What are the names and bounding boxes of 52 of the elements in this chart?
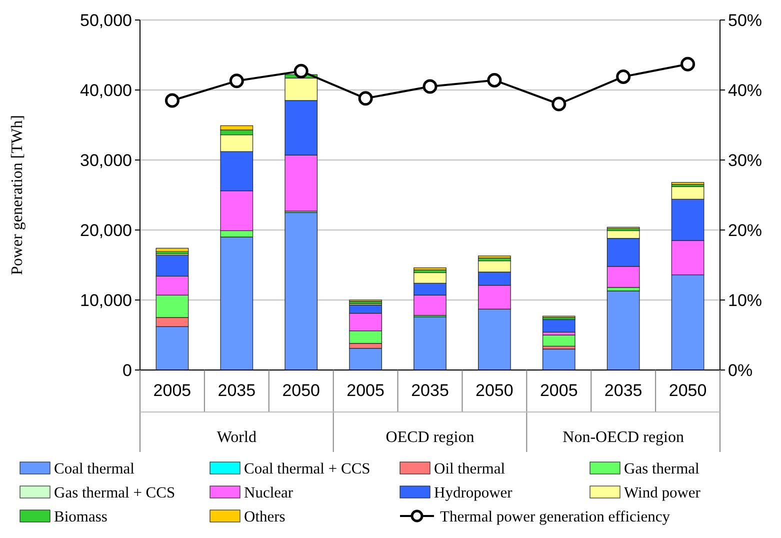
x-tick-label: 2035 [604, 381, 642, 400]
point [422, 79, 438, 94]
text: World [216, 429, 256, 446]
y-tick-label: 40,000 [80, 80, 132, 100]
bar [542, 348, 576, 370]
bar [542, 319, 576, 332]
point [552, 96, 566, 112]
legend-label: Coal thermal + CCS [244, 460, 370, 478]
legend-label: Coal thermal [54, 460, 134, 478]
bar [414, 268, 446, 270]
y-tick-label: 30,000 [80, 150, 132, 170]
y2-tick-label: 10% [728, 290, 762, 310]
x-tick-label: 2005 [346, 381, 384, 400]
text: OECD region [386, 429, 474, 446]
x-tick-label: 2005 [153, 381, 192, 400]
y2-tick-label: 20% [728, 220, 762, 240]
x-tick-label: 2035 [218, 381, 256, 400]
point [294, 64, 308, 78]
legend-label: Others [244, 508, 286, 526]
legend-label: Gas thermal [624, 460, 700, 478]
y-tick-label: 0 [122, 360, 132, 380]
y-tick-label: 50,000 [80, 10, 132, 30]
y2-tick-label: 40% [728, 80, 762, 100]
point [680, 56, 696, 72]
x-tick-label: 2050 [282, 381, 320, 400]
legend-label: Hydropower [434, 484, 514, 502]
point [358, 91, 373, 106]
x-tick-label: 2005 [540, 381, 578, 400]
point [164, 93, 180, 108]
x-tick-label: 2050 [668, 381, 707, 400]
y-tick-label: 20,000 [80, 220, 132, 240]
legend-label: Gas thermal + CCS [54, 484, 176, 502]
y2-tick-label: 50% [728, 10, 762, 30]
bar [478, 256, 511, 258]
bar [606, 290, 640, 370]
point [229, 74, 244, 88]
text: Non-OECD region [562, 429, 684, 446]
bar [156, 248, 189, 252]
y2-tick-label: 30% [728, 150, 762, 170]
point [616, 69, 631, 84]
point [487, 72, 502, 88]
y-tick-label: 10,000 [80, 290, 132, 310]
x-tick-label: 2035 [411, 381, 449, 400]
bar [542, 334, 576, 346]
x-tick-label: 2050 [476, 381, 514, 400]
y-axis-title: Power generation [TWh] [9, 115, 26, 275]
legend-label: Thermal power generation efficiency [440, 508, 670, 526]
legend-label: Oil thermal [434, 460, 506, 478]
legend-label: Biomass [54, 508, 108, 526]
legend-label: Nuclear [244, 484, 294, 502]
y2-tick-label: 0% [728, 360, 753, 380]
legend-label: Wind power [624, 484, 702, 502]
